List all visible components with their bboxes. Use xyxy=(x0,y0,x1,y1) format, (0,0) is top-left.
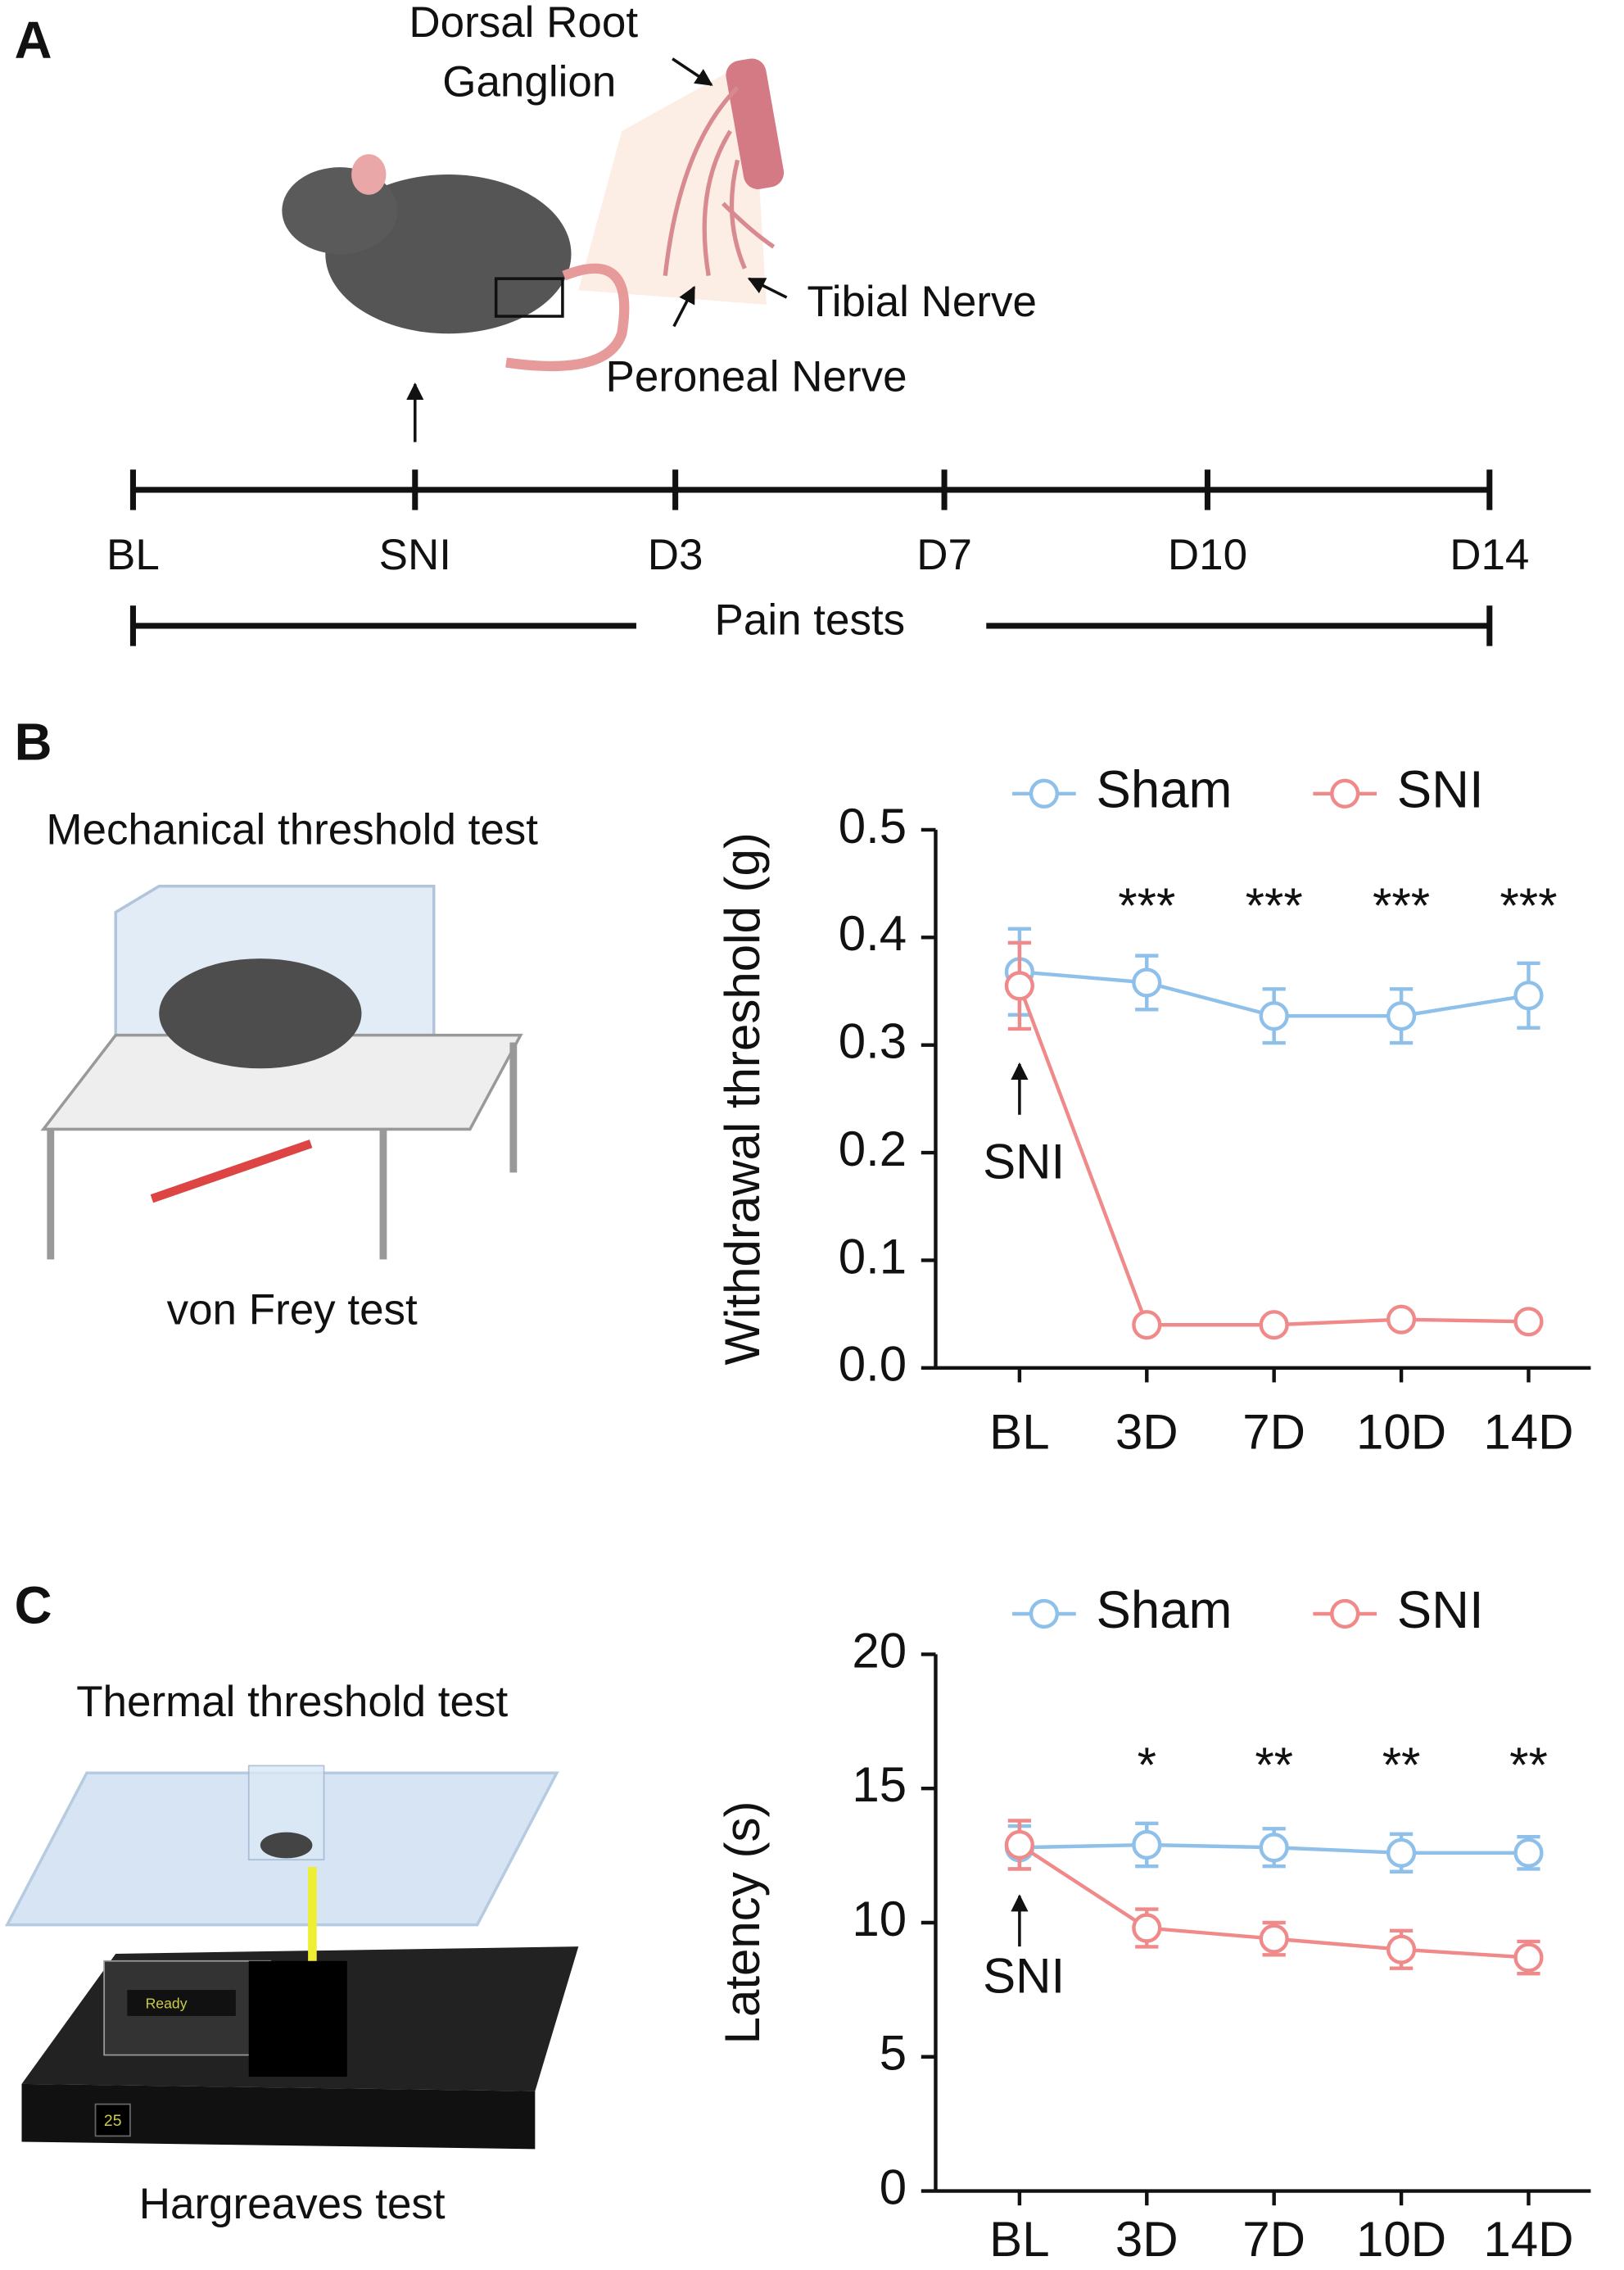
caption: Pain tests xyxy=(715,596,906,644)
significance-label: *** xyxy=(1500,878,1557,933)
data-point xyxy=(1386,1837,1417,1868)
significance-label: *** xyxy=(1118,878,1175,933)
data-point xyxy=(1386,1001,1417,1031)
von-frey-illustration xyxy=(40,885,523,1260)
panel-label: B xyxy=(15,713,52,771)
x-tick-label: 10D xyxy=(1356,2212,1446,2267)
peroneal-label: Peroneal Nerve xyxy=(605,353,907,401)
legend-label: Sham xyxy=(1096,761,1232,819)
y-tick-label: 10 xyxy=(852,1892,907,1946)
panel-label: C xyxy=(15,1576,52,1634)
data-point xyxy=(1132,967,1162,998)
legend-marker xyxy=(1330,778,1360,809)
display-text: Ready xyxy=(146,1995,188,2011)
annotation-label: SNI xyxy=(983,1134,1065,1189)
data-point xyxy=(1386,1304,1417,1334)
timeline-label: D7 xyxy=(916,531,972,579)
y-tick-label: 15 xyxy=(852,1757,907,1812)
drg-label: Dorsal Root xyxy=(409,0,638,47)
data-point xyxy=(1259,1833,1289,1863)
y-tick-label: 5 xyxy=(880,2026,907,2081)
y-tick-label: 0.0 xyxy=(839,1337,907,1392)
y-tick-label: 0 xyxy=(880,2159,907,2214)
timeline-label: BL xyxy=(106,531,160,579)
significance-label: ** xyxy=(1255,1738,1293,1792)
significance-label: ** xyxy=(1509,1738,1548,1792)
data-point xyxy=(1513,1942,1544,1973)
timeline-label: D3 xyxy=(648,531,703,579)
data-point xyxy=(1513,981,1544,1011)
data-point xyxy=(1004,971,1034,1001)
data-point xyxy=(1513,1307,1544,1337)
data-point xyxy=(1132,1829,1162,1860)
panel-subtitle: von Frey test xyxy=(167,1286,418,1334)
mouse-illustration xyxy=(282,57,788,442)
x-tick-label: 14D xyxy=(1483,1405,1573,1460)
timeline-label: D10 xyxy=(1168,531,1247,579)
x-tick-label: 7D xyxy=(1242,2212,1305,2267)
x-tick-label: 3D xyxy=(1115,2212,1178,2267)
legend-marker xyxy=(1330,1598,1360,1629)
panel-title: Thermal threshold test xyxy=(76,1678,508,1726)
significance-label: *** xyxy=(1246,878,1303,933)
y-tick-label: 0.2 xyxy=(839,1121,907,1176)
data-point xyxy=(1513,1837,1544,1868)
data-point xyxy=(1259,1310,1289,1340)
annotation-label: SNI xyxy=(983,1949,1065,2004)
y-tick-label: 20 xyxy=(852,1623,907,1678)
significance-label: ** xyxy=(1382,1738,1421,1792)
data-point xyxy=(1259,1001,1289,1031)
x-tick-label: 10D xyxy=(1356,1405,1446,1460)
x-tick-label: BL xyxy=(989,1405,1049,1460)
panel-label: A xyxy=(15,11,52,70)
data-point xyxy=(1004,1829,1034,1860)
y-tick-label: 0.3 xyxy=(839,1014,907,1069)
x-tick-label: 3D xyxy=(1115,1405,1178,1460)
legend-label: SNI xyxy=(1397,1581,1484,1639)
legend-label: Sham xyxy=(1096,1581,1232,1639)
y-tick-label: 0.4 xyxy=(839,906,907,961)
data-point xyxy=(1132,1310,1162,1340)
data-point xyxy=(1259,1923,1289,1954)
hargreaves-illustration: Ready 25 xyxy=(4,1765,579,2150)
tibial-label: Tibial Nerve xyxy=(807,278,1037,326)
y-tick-label: 0.5 xyxy=(839,799,907,854)
x-tick-label: BL xyxy=(989,2212,1049,2267)
x-tick-label: 14D xyxy=(1483,2212,1573,2267)
legend-marker xyxy=(1029,778,1060,809)
timeline-label: SNI xyxy=(379,531,451,579)
legend-marker xyxy=(1029,1598,1060,1629)
counter-text: 25 xyxy=(104,2112,122,2130)
drg-label: Ganglion xyxy=(442,58,616,106)
x-tick-label: 7D xyxy=(1242,1405,1305,1460)
timeline: Pain tests xyxy=(129,487,1493,646)
y-axis-label: Withdrawal threshold (g) xyxy=(715,832,770,1365)
y-tick-label: 0.1 xyxy=(839,1229,907,1284)
data-point xyxy=(1386,1934,1417,1964)
y-axis-label: Latency (s) xyxy=(715,1801,770,2045)
significance-label: *** xyxy=(1373,878,1430,933)
legend-label: SNI xyxy=(1397,761,1484,819)
significance-label: * xyxy=(1138,1738,1156,1792)
data-point xyxy=(1132,1913,1162,1943)
panel-title: Mechanical threshold test xyxy=(46,805,538,854)
panel-subtitle: Hargreaves test xyxy=(139,2180,446,2228)
timeline-label: D14 xyxy=(1450,531,1529,579)
